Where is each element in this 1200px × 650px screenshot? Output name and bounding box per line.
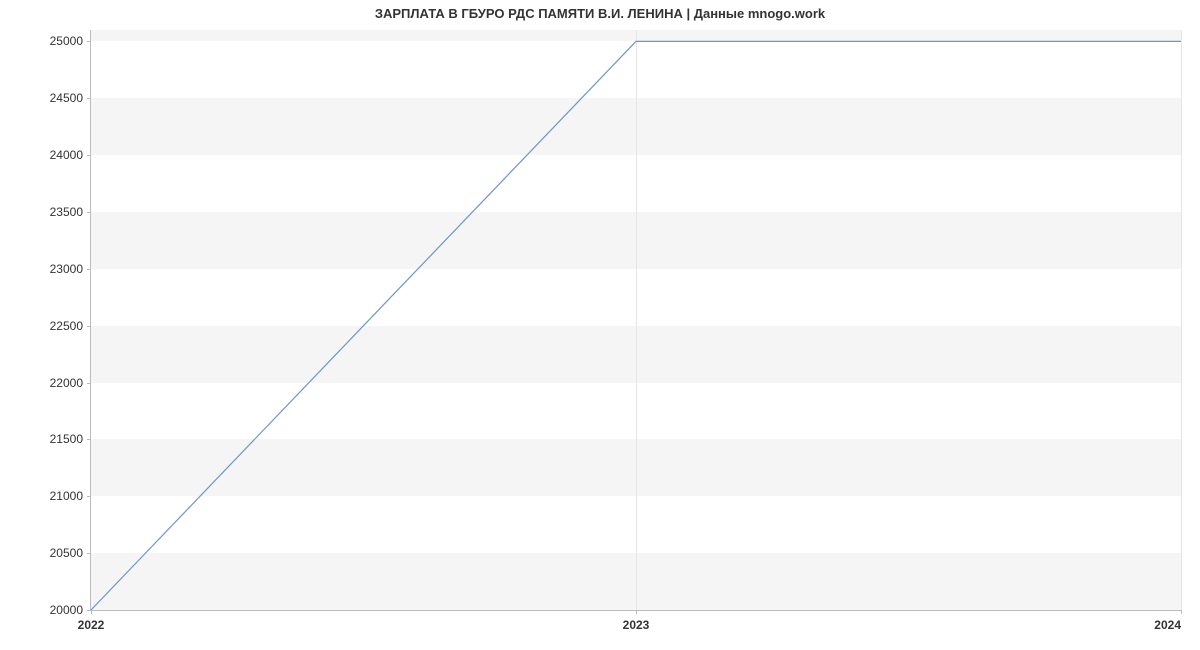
series-salary xyxy=(91,41,1181,610)
y-tick-label: 22500 xyxy=(50,319,91,333)
y-tick-label: 25000 xyxy=(50,34,91,48)
y-tick-label: 23500 xyxy=(50,205,91,219)
y-tick-label: 21000 xyxy=(50,489,91,503)
line-layer xyxy=(91,30,1181,610)
chart-title: ЗАРПЛАТА В ГБУРО РДС ПАМЯТИ В.И. ЛЕНИНА … xyxy=(0,6,1200,21)
x-tick-label: 2023 xyxy=(623,610,650,632)
y-tick-label: 24500 xyxy=(50,91,91,105)
y-tick-label: 20500 xyxy=(50,546,91,560)
y-tick-label: 20000 xyxy=(50,603,91,617)
y-tick-label: 22000 xyxy=(50,376,91,390)
x-tick-mark xyxy=(1181,610,1182,614)
plot-area: 2022202320242000020500210002150022000225… xyxy=(90,30,1181,611)
x-tick-label: 2024 xyxy=(1154,610,1181,632)
y-tick-label: 23000 xyxy=(50,262,91,276)
y-tick-label: 24000 xyxy=(50,148,91,162)
chart-container: ЗАРПЛАТА В ГБУРО РДС ПАМЯТИ В.И. ЛЕНИНА … xyxy=(0,0,1200,650)
y-tick-label: 21500 xyxy=(50,432,91,446)
x-gridline xyxy=(1181,30,1182,610)
